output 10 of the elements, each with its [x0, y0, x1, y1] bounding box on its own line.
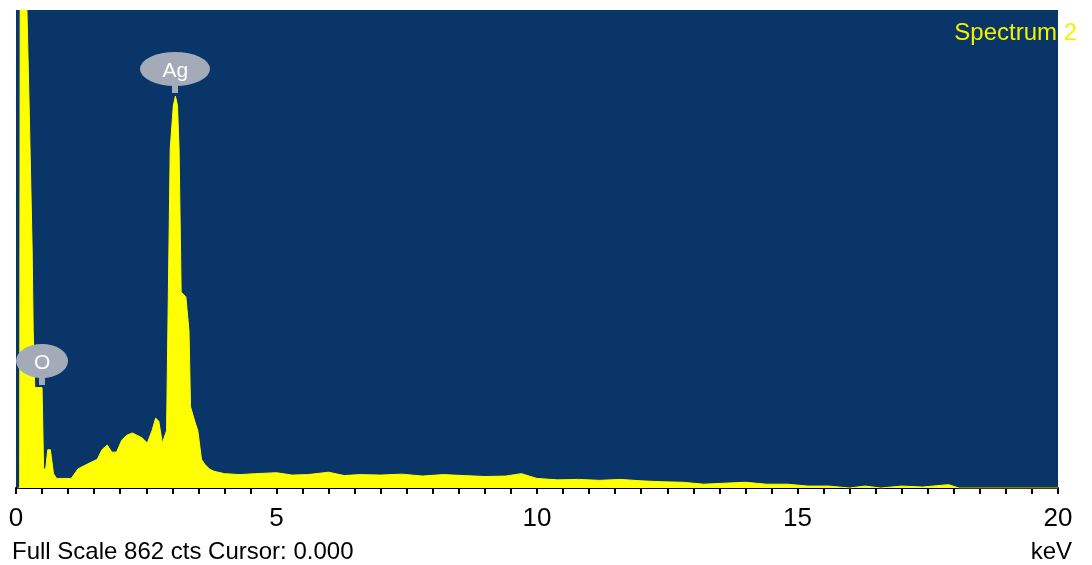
x-tick-label: 20 — [1043, 502, 1073, 532]
x-tick-label: 10 — [522, 502, 552, 532]
x-tick-label: 5 — [269, 502, 284, 532]
x-tick-label: 15 — [783, 502, 812, 532]
text: Full Scale 862 cts Cursor: 0.000 — [12, 536, 354, 564]
annotation: Ag — [162, 57, 189, 81]
chart-title: Spectrum 2 — [954, 17, 1077, 45]
x-axis-title: keV — [1030, 536, 1072, 564]
annotation: O — [33, 349, 51, 373]
x-tick-label: 0 — [8, 502, 24, 532]
